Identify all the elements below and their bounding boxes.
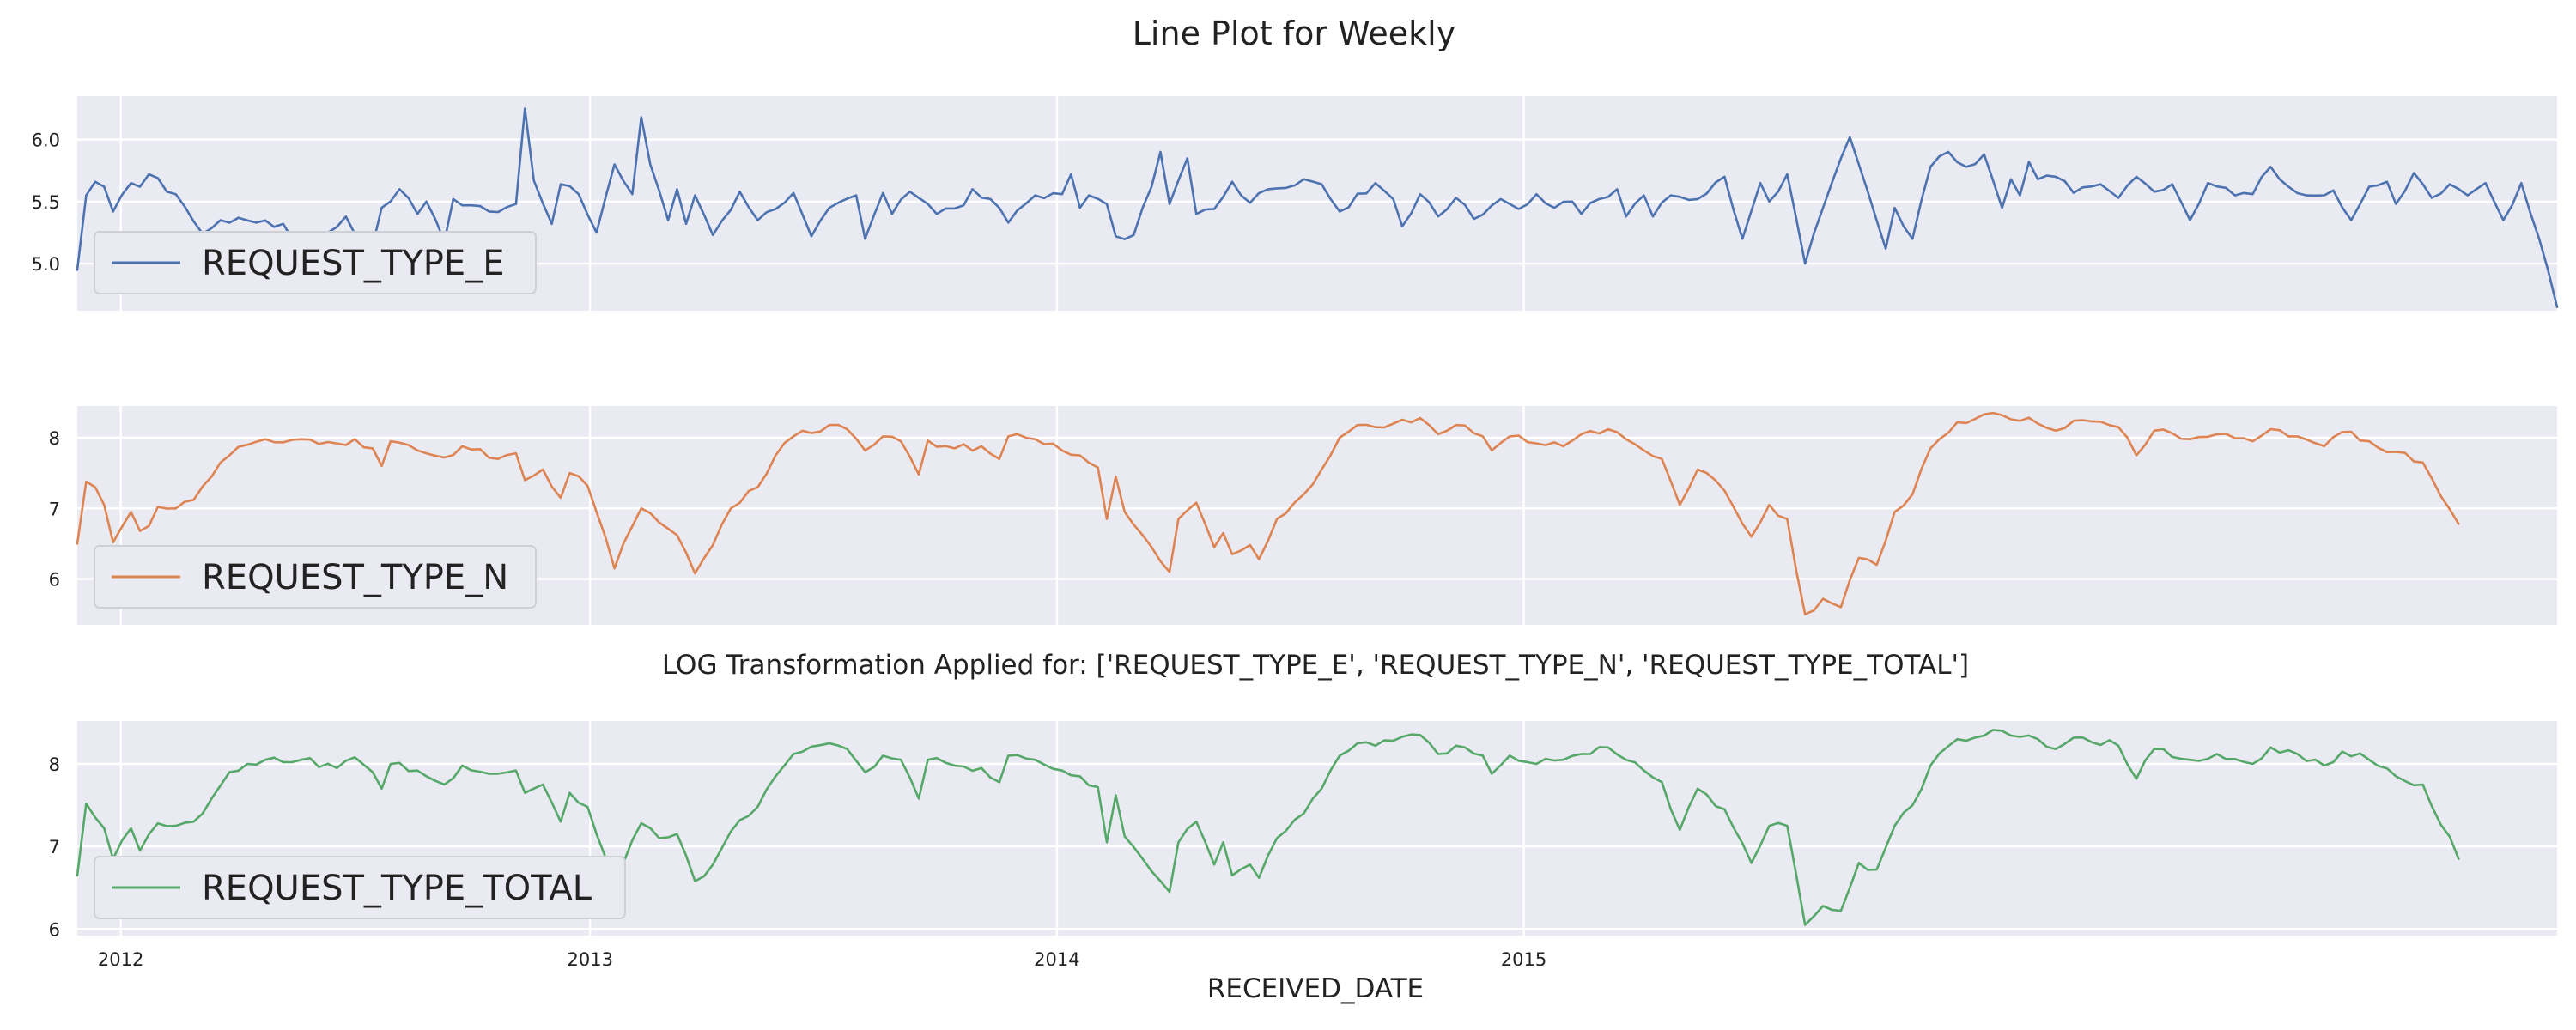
y-tick-label: 8 — [49, 754, 60, 775]
y-tick-label: 6 — [49, 919, 60, 940]
y-tick-label: 6.0 — [32, 130, 60, 151]
legend-box — [94, 545, 537, 609]
y-tick-label: 5.5 — [32, 192, 60, 213]
log-transformation-note: LOG Transformation Applied for: ['REQUES… — [662, 650, 1969, 681]
legend-label: REQUEST_TYPE_TOTAL — [202, 869, 592, 908]
legend-label: REQUEST_TYPE_N — [202, 558, 508, 597]
subplot-2: 6 7 8 REQUEST_TYPE_N — [49, 406, 2557, 625]
x-tick-label: 2012 — [98, 949, 143, 970]
subplot-1: 5.0 5.5 6.0 REQUEST_TYPE_E — [32, 96, 2559, 311]
subplot-3: 2012 2013 2014 2015 6 7 8 REQUEST_TYPE_TOTAL — [49, 721, 2557, 970]
y-tick-label: 6 — [49, 570, 60, 591]
legend: REQUEST_TYPE_TOTAL — [94, 856, 626, 919]
figure-title: Line Plot for Weekly — [1133, 15, 1455, 52]
series-line — [76, 729, 2460, 926]
legend: REQUEST_TYPE_N — [94, 545, 537, 609]
legend-box — [94, 231, 537, 294]
x-axis-label: RECEIVED_DATE — [1207, 973, 1424, 1004]
legend-label: REQUEST_TYPE_E — [202, 244, 504, 283]
x-tick-label: 2014 — [1034, 949, 1079, 970]
legend: REQUEST_TYPE_E — [94, 231, 537, 294]
x-tick-label: 2013 — [568, 949, 613, 970]
series-line — [76, 107, 2559, 308]
legend-box — [94, 856, 626, 919]
x-tick-label: 2015 — [1501, 949, 1546, 970]
y-tick-label: 5.0 — [32, 254, 60, 275]
y-tick-label: 7 — [49, 499, 60, 519]
subplots: 5.0 5.5 6.0 REQUEST_TYPE_E 6 7 8 REQUEST_TYPE_N… — [32, 96, 2559, 970]
y-tick-label: 8 — [49, 428, 60, 449]
series-line — [76, 411, 2460, 615]
y-tick-label: 7 — [49, 837, 60, 857]
